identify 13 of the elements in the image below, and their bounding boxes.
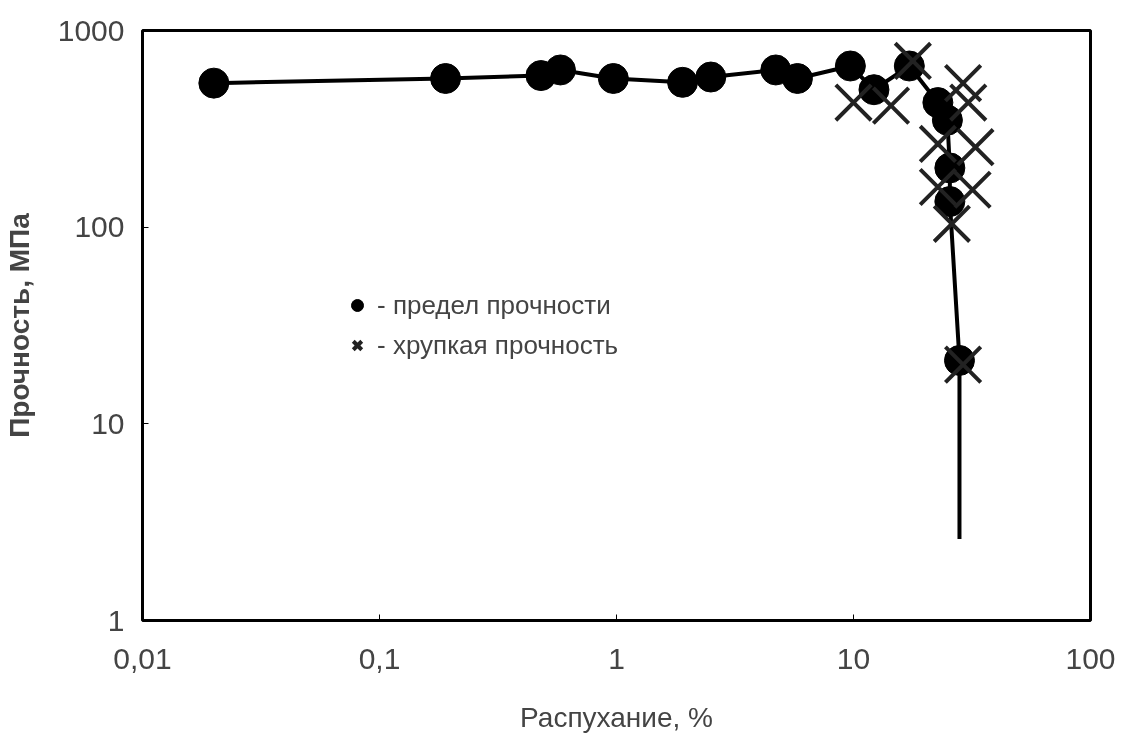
x-tick-label: 10 (836, 641, 871, 675)
x-tick-label: 0,01 (113, 641, 172, 675)
y-tick-label: 10 (91, 406, 125, 440)
y-axis-title: Прочность, МПа (3, 212, 35, 438)
x-tick-label: 100 (1065, 641, 1116, 675)
legend-label: - предел прочности (377, 289, 611, 321)
x-tick-label: 1 (608, 641, 625, 675)
y-tick-label: 1000 (57, 13, 125, 47)
y-tick-label: 100 (74, 210, 125, 244)
x-axis-title: Распухание, % (520, 701, 713, 733)
x-tick-label: 0,1 (358, 641, 401, 675)
legend-label: - хрупкая прочность (377, 329, 619, 361)
y-tick-label: 1 (107, 603, 125, 637)
